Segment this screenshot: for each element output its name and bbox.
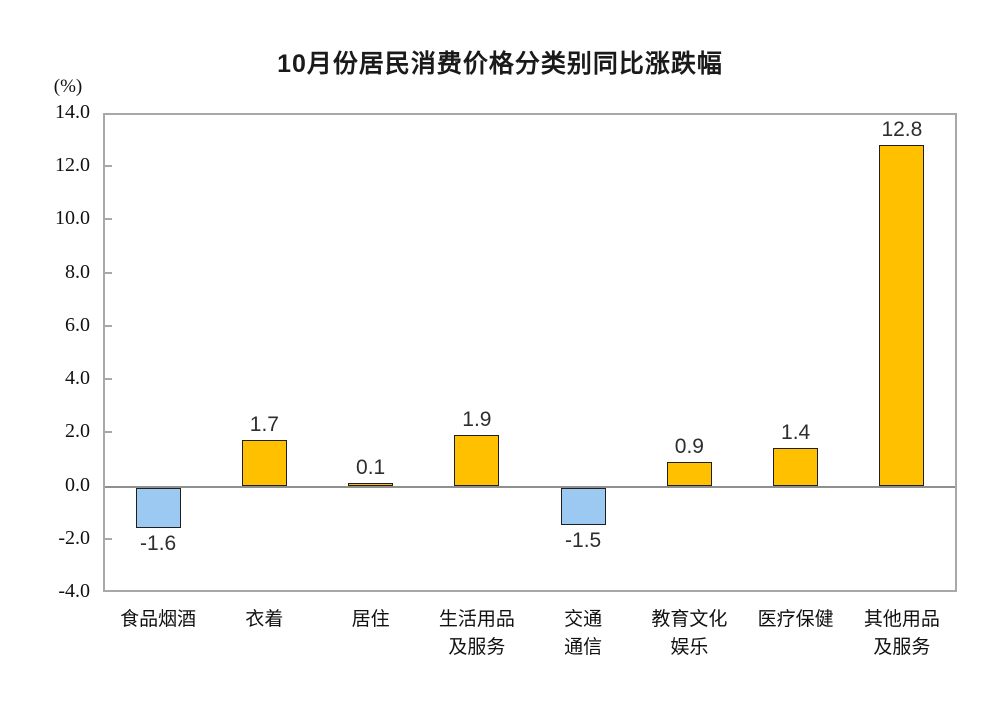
bar-value-label: 1.7 bbox=[249, 413, 279, 437]
bar-value-label: 0.9 bbox=[674, 434, 704, 458]
y-tick-label: 12.0 bbox=[55, 154, 90, 177]
bar-value-label: 12.8 bbox=[881, 117, 923, 141]
bar-value-label: 0.1 bbox=[356, 455, 386, 479]
chart-title: 10月份居民消费价格分类别同比涨跌幅 bbox=[277, 50, 723, 78]
bar-value-label: -1.6 bbox=[140, 532, 177, 556]
y-tick-mark bbox=[105, 378, 112, 381]
x-category-label: 衣着 bbox=[245, 609, 284, 630]
y-tick-mark bbox=[105, 324, 112, 327]
y-axis-unit-label: (%) bbox=[53, 76, 83, 97]
bar-value-label: -1.5 bbox=[565, 529, 602, 553]
y-tick-mark bbox=[105, 431, 112, 434]
bar-2 bbox=[241, 440, 287, 486]
bar-6 bbox=[666, 461, 712, 486]
y-tick-mark bbox=[105, 218, 112, 221]
x-category-label: 食品烟酒 bbox=[120, 609, 197, 630]
x-category-label: 居住 bbox=[351, 609, 390, 630]
zero-line bbox=[105, 485, 955, 488]
y-tick-label: 4.0 bbox=[65, 367, 90, 390]
y-tick-label: 8.0 bbox=[65, 260, 90, 283]
bar-8 bbox=[879, 144, 925, 486]
y-tick-label: -2.0 bbox=[58, 526, 90, 549]
y-tick-label: 6.0 bbox=[65, 313, 90, 336]
y-tick-mark bbox=[105, 537, 112, 540]
x-category-label: 教育文化 娱乐 bbox=[651, 609, 728, 658]
y-tick-mark bbox=[105, 271, 112, 274]
y-tick-label: -4.0 bbox=[58, 580, 90, 602]
y-tick-label: 14.0 bbox=[55, 101, 90, 123]
x-category-label: 医疗保健 bbox=[757, 609, 834, 630]
y-tick-label: 0.0 bbox=[65, 473, 90, 496]
bar-value-label: 1.4 bbox=[781, 421, 811, 445]
bar-3 bbox=[348, 482, 394, 486]
bar-7 bbox=[773, 448, 819, 486]
y-tick-label: 10.0 bbox=[55, 207, 90, 230]
x-category-label: 生活用品 及服务 bbox=[438, 609, 515, 658]
plot-area: -1.6 1.7 0.1 1.9 -1.5 0.9 1.4 12.8 bbox=[103, 113, 957, 592]
x-category-label: 其他用品 及服务 bbox=[863, 609, 940, 658]
bar-value-label: 1.9 bbox=[462, 407, 492, 431]
bar-1 bbox=[135, 487, 181, 529]
bar-5 bbox=[560, 487, 606, 526]
x-category-label: 交通 通信 bbox=[564, 609, 603, 658]
bar-4 bbox=[454, 434, 500, 486]
y-tick-mark bbox=[105, 165, 112, 168]
y-tick-label: 2.0 bbox=[65, 420, 90, 443]
